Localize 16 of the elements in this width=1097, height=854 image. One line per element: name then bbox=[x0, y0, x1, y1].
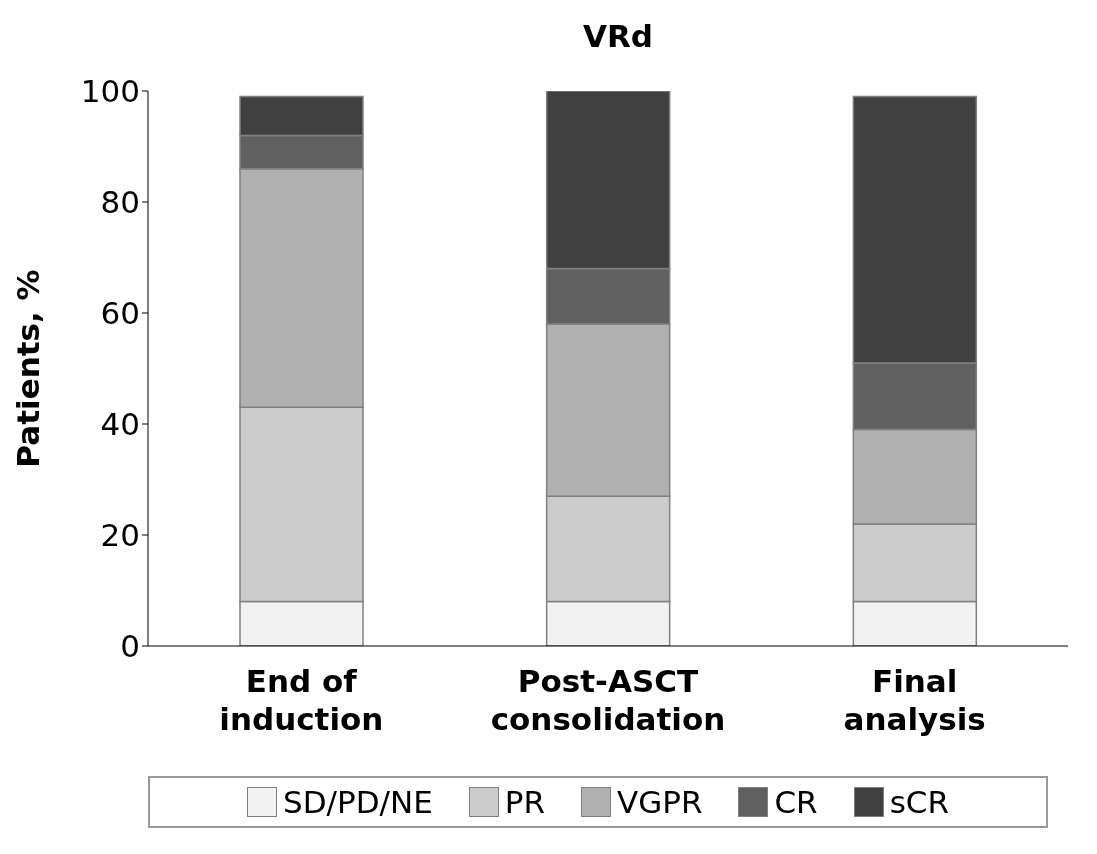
y-axis-title: Patients, % bbox=[10, 269, 47, 468]
legend-label: SD/PD/NE bbox=[282, 784, 433, 820]
x-tick-label: Final analysis bbox=[843, 663, 986, 737]
y-tick-label: 20 bbox=[100, 517, 140, 554]
x-tick-label: Post-ASCT consolidation bbox=[490, 663, 726, 737]
y-tick-label: 80 bbox=[100, 184, 140, 221]
chart-title: VRd bbox=[581, 18, 655, 54]
legend-label: CR bbox=[774, 784, 818, 820]
y-tick-label: 0 bbox=[120, 628, 140, 665]
x-tick-label: End of induction bbox=[219, 663, 384, 737]
legend-label: PR bbox=[504, 784, 545, 820]
legend-label: sCR bbox=[889, 784, 949, 820]
y-tick-label: 40 bbox=[100, 406, 140, 443]
legend-label: VGPR bbox=[617, 784, 703, 820]
y-tick-label: 100 bbox=[80, 73, 140, 109]
y-tick-label: 60 bbox=[100, 295, 140, 332]
